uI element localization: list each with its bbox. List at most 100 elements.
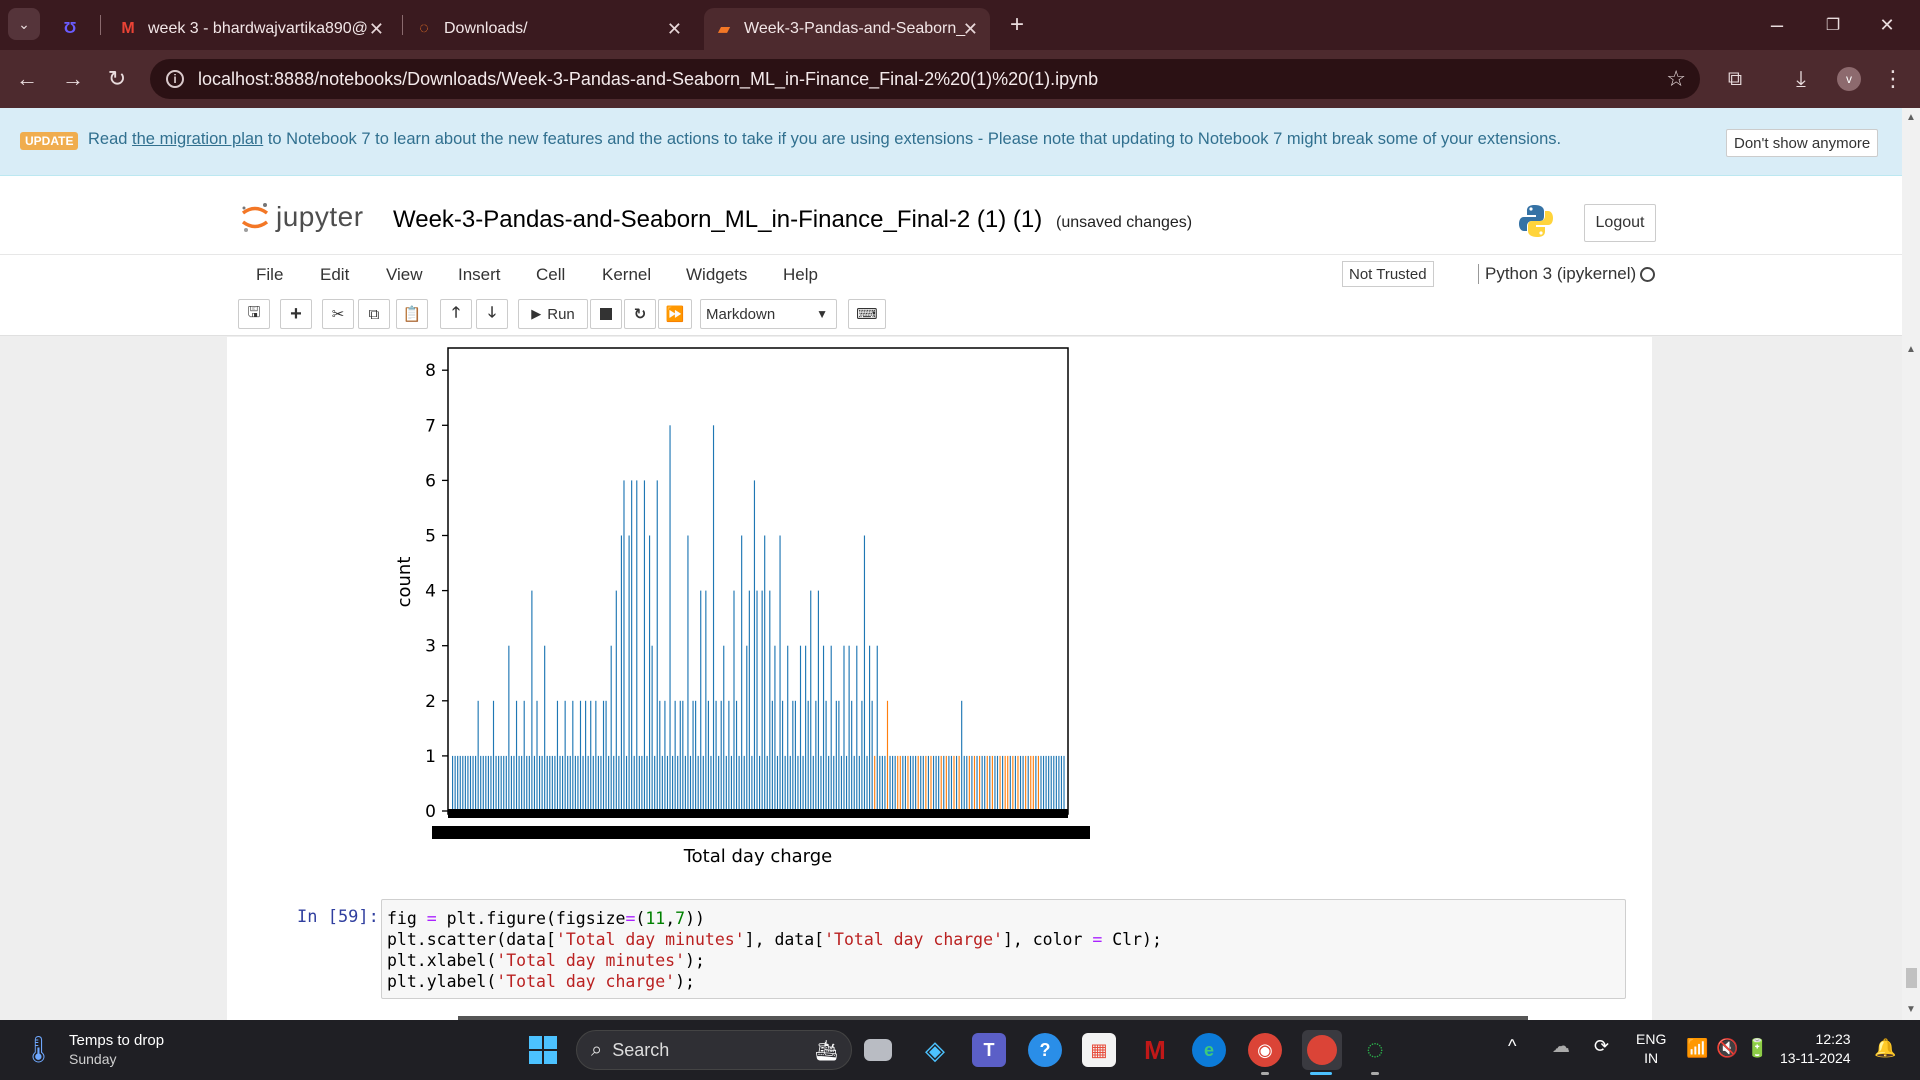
restart-run-all-button[interactable]: ⏩ [658,299,692,329]
save-button[interactable]: 🖫 [238,299,270,329]
bar [495,755,497,811]
cloud-icon[interactable]: ☁ [1552,1036,1570,1056]
bar [784,755,786,811]
bar [723,645,725,811]
scroll-up-icon[interactable]: ▲ [1906,344,1916,355]
bar [943,755,945,811]
system-clock[interactable]: 12:23 13-11-2024 [1780,1030,1851,1068]
dont-show-button[interactable]: Don't show anymore [1726,129,1879,157]
menu-kernel[interactable]: Kernel [602,265,652,284]
paste-button[interactable]: 📋 [396,299,428,329]
close-icon[interactable]: ✕ [666,18,682,39]
bar [1063,755,1065,811]
cut-button[interactable]: ✂ [322,299,354,329]
back-button[interactable]: ← [16,66,38,91]
menu-widgets[interactable]: Widgets [686,265,748,284]
bar [989,755,991,811]
move-up-button[interactable]: 🡑 [440,299,472,329]
bar [945,755,947,811]
reload-button[interactable]: ↻ [107,66,127,91]
help-app-icon[interactable]: ? [1028,1033,1062,1067]
notebook-title[interactable]: Week-3-Pandas-and-Seaborn_ML_in-Finance_… [393,206,1043,233]
bar [1009,755,1011,811]
sync-icon[interactable]: ⟳ [1594,1036,1610,1056]
tab-search-button[interactable]: ⌄ [8,8,40,40]
tab-notebook[interactable]: ▰ Week-3-Pandas-and-Seaborn_ ✕ [704,8,990,50]
battery-icon[interactable]: 🔋 [1746,1038,1769,1058]
bar [779,535,781,811]
tab-gmail[interactable]: M week 3 - bhardwajvartika890@ ✕ [118,8,396,50]
menu-insert[interactable]: Insert [458,265,501,284]
address-bar[interactable]: i localhost:8888/notebooks/Downloads/Wee… [150,59,1700,99]
menu-cell[interactable]: Cell [536,265,566,284]
store-icon[interactable]: ▦ [1082,1033,1116,1067]
wifi-icon[interactable]: 📶 [1686,1038,1709,1058]
bar [452,755,454,811]
migration-plan-link[interactable]: the migration plan [132,130,264,148]
minimize-button[interactable]: – [1770,12,1784,37]
copy-button[interactable]: ⧉ [358,299,390,329]
site-info-icon[interactable]: i [166,70,184,88]
menu-edit[interactable]: Edit [320,265,350,284]
cell-type-select[interactable]: Markdown ▼ [700,299,837,329]
code-cell[interactable]: In [59]: fig = plt.figure(figsize=(11,7)… [227,895,1652,1005]
bar [843,645,845,811]
task-view-icon[interactable] [864,1039,892,1061]
not-trusted-indicator[interactable]: Not Trusted [1342,261,1434,287]
restart-button[interactable]: ↻ [624,299,656,329]
bar [687,535,689,811]
tab-pinned-app[interactable]: Ʊ [60,8,90,50]
move-down-button[interactable]: 🡓 [476,299,508,329]
bar [454,755,456,811]
menu-file[interactable]: File [256,265,284,284]
close-icon[interactable]: ✕ [962,18,978,39]
edge-icon[interactable]: e [1192,1033,1226,1067]
menu-help[interactable]: Help [783,265,818,284]
taskbar-search[interactable]: ⌕ Search 🛳 [576,1030,852,1070]
copilot-icon[interactable]: ◈ [925,1034,945,1065]
close-icon[interactable]: ✕ [368,18,384,39]
page-scrollbar[interactable]: ▲ ▲ ▼ [1902,108,1920,1020]
menu-view[interactable]: View [386,265,423,284]
scroll-up-icon[interactable]: ▲ [1906,112,1916,123]
start-button[interactable] [526,1033,560,1067]
run-button[interactable]: ▶ Run [518,299,588,329]
mcafee-icon[interactable]: M [1144,1034,1166,1065]
window-close-button[interactable]: ✕ [1879,14,1895,35]
chrome-profile-icon[interactable] [1302,1030,1342,1070]
notification-bell-icon[interactable]: 🔔 [1874,1038,1897,1058]
language-indicator[interactable]: ENG IN [1636,1030,1666,1068]
command-palette-button[interactable]: ⌨ [848,299,886,329]
bar [940,755,942,811]
new-tab-button[interactable]: + [1009,11,1024,38]
download-icon[interactable]: ⤓ [1796,66,1806,91]
profile-avatar[interactable]: v [1832,62,1866,96]
teams-icon[interactable]: T [972,1033,1006,1067]
tab-downloads[interactable]: ◌ Downloads/ ✕ [414,8,694,50]
scroll-thumb[interactable] [1906,968,1917,988]
notebook-menubar: File Edit View Insert Cell Kernel Widget… [0,254,1902,294]
extensions-icon[interactable]: ⧉ [1727,67,1743,90]
interrupt-button[interactable] [590,299,622,329]
code-line-1: fig = plt.figure(figsize=(11,7)) [387,909,705,928]
code-editor[interactable]: fig = plt.figure(figsize=(11,7)) plt.sca… [381,899,1626,999]
bar [638,755,640,811]
chevron-up-icon[interactable]: ^ [1508,1036,1517,1056]
bar [799,645,802,811]
restore-button[interactable]: ❐ [1825,17,1841,34]
volume-muted-icon[interactable]: 🔇 [1716,1038,1739,1058]
update-notification: UPDATE Read the migration plan to Notebo… [0,108,1902,176]
bookmark-star-icon[interactable]: ☆ [1666,66,1686,91]
insert-cell-button[interactable]: + [280,299,312,329]
bar [646,755,648,811]
scroll-down-icon[interactable]: ▼ [1906,1004,1916,1015]
chrome-icon[interactable]: ◉ [1248,1033,1282,1067]
loading-app-icon[interactable]: ◌ [1366,1033,1384,1066]
browser-menu-icon[interactable]: ⋮ [1882,66,1904,91]
logout-button[interactable]: Logout [1584,204,1656,242]
forward-button[interactable]: → [62,66,84,91]
jupyter-logo[interactable]: jupyter [240,200,364,234]
weather-widget[interactable]: 🌡 Temps to drop Sunday [22,1032,164,1067]
bar [876,645,878,811]
update-message: Read the migration plan to Notebook 7 to… [88,130,1561,149]
